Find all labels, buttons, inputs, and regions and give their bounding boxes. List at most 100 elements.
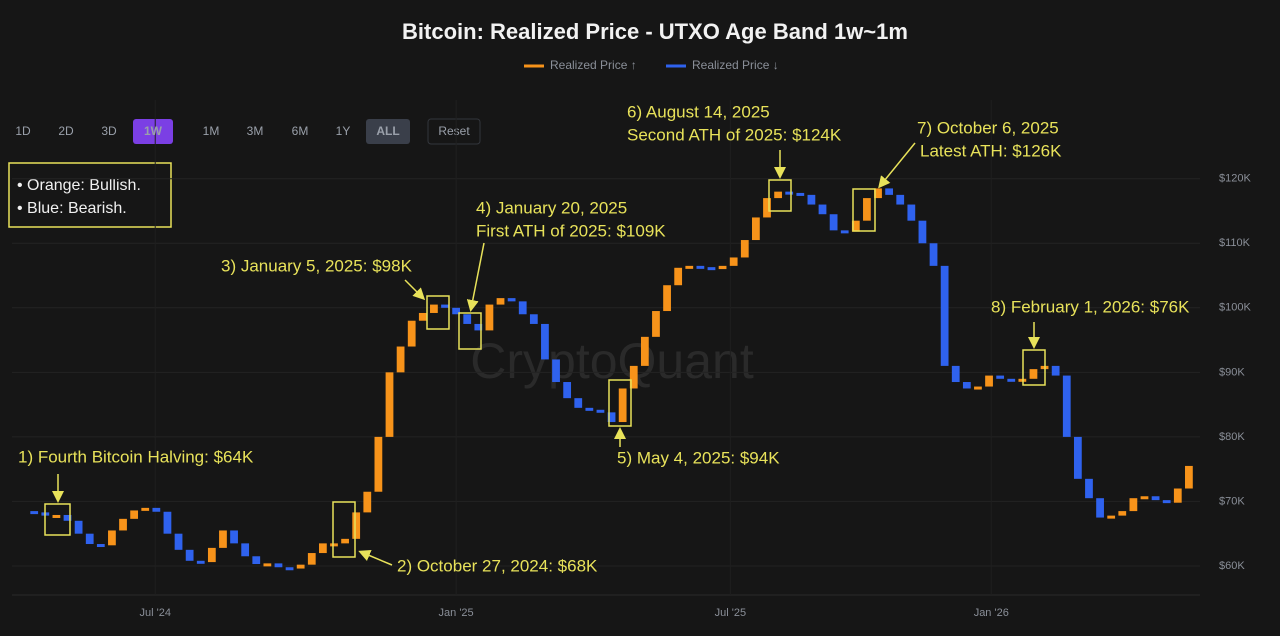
candle: [85, 533, 94, 545]
note-frame: [8, 162, 172, 228]
candle: [840, 230, 849, 234]
candle: [707, 267, 716, 271]
candle: [563, 382, 572, 399]
range-button[interactable]: 6M: [292, 124, 309, 138]
candle: [507, 298, 516, 302]
annotation: 1) Fourth Bitcoin Halving: $64K: [18, 447, 254, 466]
range-button[interactable]: 1M: [203, 124, 220, 138]
y-tick-label: $120K: [1219, 173, 1251, 185]
note-box: • Orange: Bullish. • Blue: Bearish.: [8, 162, 172, 228]
annotation-box: [44, 503, 71, 536]
arrow: [466, 242, 485, 312]
range-button[interactable]: 1D: [15, 124, 31, 138]
annotation-box: [608, 379, 632, 427]
range-button[interactable]: 1Y: [336, 124, 351, 138]
candle: [1129, 498, 1138, 512]
candle: [496, 298, 505, 305]
candle: [1118, 511, 1127, 516]
candle: [318, 543, 327, 554]
candle: [874, 188, 882, 199]
note-line: • Blue: Bearish.: [17, 200, 127, 217]
candle: [685, 265, 694, 269]
candle: [885, 188, 894, 195]
range-button[interactable]: ALL: [376, 124, 399, 138]
annotation-box: [332, 501, 356, 558]
candle: [851, 220, 860, 232]
annotations: 1) Fourth Bitcoin Halving: $64K 2) Octobe…: [18, 102, 1190, 575]
annotation: Second ATH of 2025: $124K: [627, 125, 842, 144]
range-button[interactable]: 3M: [247, 124, 264, 138]
candle: [119, 518, 127, 531]
candle: [274, 563, 283, 568]
candle: [230, 530, 238, 544]
candle: [407, 320, 416, 347]
candle: [1062, 375, 1071, 437]
candle: [618, 388, 627, 423]
candle: [30, 511, 39, 515]
candle: [1173, 488, 1182, 503]
annotation: 5) May 4, 2025: $94K: [617, 448, 780, 467]
candle: [574, 398, 583, 408]
candle: [108, 530, 116, 546]
candle: [252, 556, 261, 565]
candle: [752, 217, 760, 241]
legend-label: Realized Price ↓: [692, 58, 779, 72]
candle: [207, 547, 216, 563]
candle: [863, 198, 871, 221]
candle: [1151, 496, 1160, 501]
candle: [718, 265, 727, 270]
candle: [763, 198, 771, 218]
annotation: 2) October 27, 2024: $68K: [397, 556, 598, 575]
note-line: • Orange: Bullish.: [17, 177, 141, 194]
candle: [474, 323, 483, 331]
candle: [185, 549, 194, 561]
candle: [441, 304, 449, 308]
annotation: 7) October 6, 2025: [917, 118, 1059, 137]
annotation-box: [768, 179, 792, 212]
candle: [1140, 496, 1149, 500]
candle: [796, 192, 805, 196]
reset-button-bg: [427, 118, 481, 145]
candle: [996, 375, 1005, 379]
annotation: 3) January 5, 2025: $98K: [221, 256, 413, 275]
active-button-bg: [133, 119, 173, 144]
candle: [529, 314, 538, 324]
candle: [596, 409, 605, 413]
y-tick-label: $70K: [1219, 495, 1245, 507]
candle: [818, 204, 827, 215]
annotation: Latest ATH: $126K: [920, 141, 1062, 160]
annotation-box: [426, 295, 450, 330]
range-button[interactable]: 1W: [144, 124, 163, 138]
candle: [652, 311, 660, 337]
candle: [663, 285, 671, 312]
y-tick-label: $110K: [1219, 237, 1251, 249]
toolbar: Reset: [133, 118, 481, 145]
candle: [974, 386, 982, 390]
candle: [640, 336, 649, 366]
candle: [374, 436, 383, 492]
range-button[interactable]: 2D: [58, 124, 74, 138]
candle: [940, 265, 949, 366]
candle: [985, 375, 993, 387]
y-tick-label: $80K: [1219, 431, 1245, 443]
candle: [1007, 378, 1016, 382]
candle: [1085, 478, 1093, 499]
candle: [674, 267, 683, 286]
annotation: First ATH of 2025: $109K: [476, 221, 666, 240]
candle: [141, 507, 150, 511]
candle: [396, 346, 405, 373]
candle: [452, 307, 460, 315]
candle: [896, 194, 905, 205]
candle: [1073, 436, 1082, 479]
candle: [740, 240, 749, 258]
candle: [829, 214, 838, 231]
x-tick-label: Jan '25: [439, 607, 474, 619]
range-button[interactable]: 3D: [101, 124, 117, 138]
candle: [929, 243, 938, 266]
reset-button[interactable]: Reset: [438, 124, 470, 138]
candle: [1107, 515, 1116, 519]
all-button-bg: [366, 119, 410, 144]
candle: [219, 530, 227, 548]
candle: [241, 543, 250, 557]
